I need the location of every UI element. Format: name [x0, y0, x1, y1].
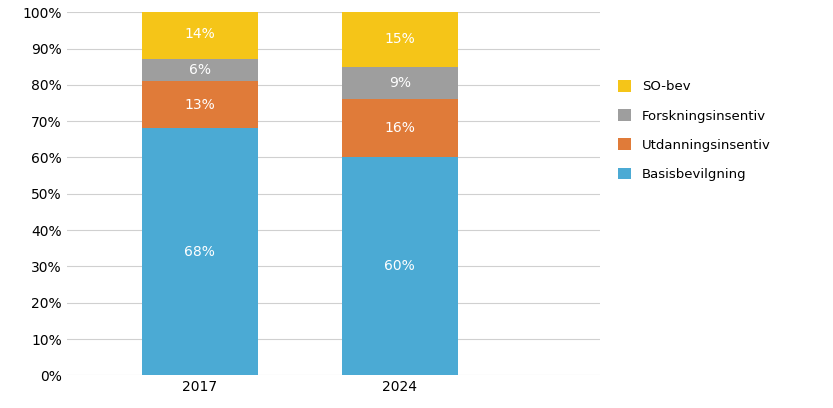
Text: 68%: 68%	[184, 245, 216, 259]
Text: 14%: 14%	[185, 27, 215, 41]
Text: 15%: 15%	[385, 33, 415, 47]
Text: 16%: 16%	[384, 122, 416, 135]
Legend: SO-bev, Forskningsinsentiv, Utdanningsinsentiv, Basisbevilgning: SO-bev, Forskningsinsentiv, Utdanningsin…	[611, 73, 777, 188]
Bar	[142, 129, 258, 375]
Bar	[142, 9, 258, 60]
Text: 6%: 6%	[189, 63, 211, 78]
Bar	[142, 60, 258, 81]
Bar	[142, 81, 258, 129]
Bar	[342, 100, 458, 157]
Text: 9%: 9%	[389, 76, 411, 90]
Bar	[342, 12, 458, 67]
Bar	[342, 67, 458, 100]
Text: 13%: 13%	[185, 98, 215, 112]
Bar	[342, 157, 458, 375]
Text: 60%: 60%	[385, 259, 415, 273]
